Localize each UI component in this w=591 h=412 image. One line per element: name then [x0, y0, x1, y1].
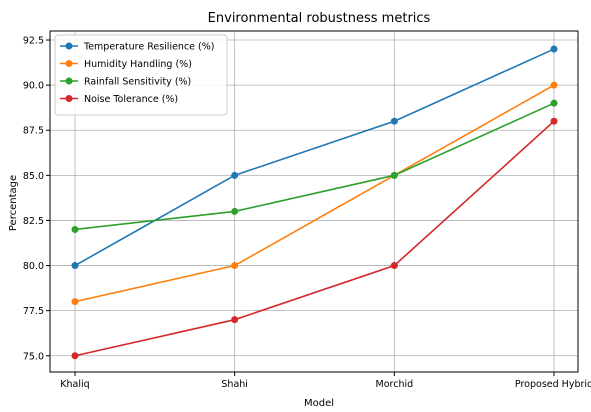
data-point — [390, 117, 398, 125]
legend-marker — [65, 42, 73, 50]
plot-frame — [49, 30, 579, 373]
x-tick-label: Morchid — [376, 379, 414, 390]
legend: Temperature Resilience (%) Humidity Handl… — [54, 34, 228, 116]
data-point — [231, 262, 239, 270]
y-tick-label: 85.0 — [23, 171, 44, 182]
x-tick-label: Khaliq — [60, 379, 89, 390]
y-tick-label: 87.5 — [23, 126, 44, 137]
y-axis-ticks: 75.0 77.5 80.0 82.5 85.0 87.5 90.0 92.5 — [23, 36, 50, 362]
legend-marker — [65, 77, 73, 85]
x-axis-ticks: Khaliq Shahi Morchid Proposed Hybrid — [60, 372, 591, 390]
series-4 — [71, 117, 558, 360]
y-axis-label: Percentage — [8, 175, 19, 231]
series-line — [74, 102, 555, 231]
legend-item: Temperature Resilience (%) — [60, 42, 214, 53]
y-tick-label: 80.0 — [23, 261, 44, 272]
x-axis-label: Model — [304, 398, 334, 409]
series-line — [74, 84, 555, 303]
data-point — [390, 262, 398, 270]
legend-label: Noise Tolerance (%) — [84, 94, 178, 105]
series-3 — [71, 99, 558, 233]
legend-label: Temperature Resilience (%) — [83, 42, 214, 53]
legend-item: Humidity Handling (%) — [60, 59, 192, 70]
x-tick-label: Shahi — [221, 379, 248, 390]
data-point — [390, 171, 398, 179]
series-line — [74, 120, 555, 357]
data-point — [71, 352, 79, 360]
data-point — [550, 45, 558, 53]
data-point — [550, 117, 558, 125]
y-tick-label: 90.0 — [23, 81, 44, 92]
chart-title: Environmental robustness metrics — [208, 11, 431, 26]
legend-label: Rainfall Sensitivity (%) — [84, 77, 191, 88]
y-tick-label: 82.5 — [23, 216, 44, 227]
y-tick-label: 77.5 — [23, 306, 44, 317]
legend-item: Noise Tolerance (%) — [60, 94, 178, 105]
data-point — [550, 99, 558, 107]
data-point — [71, 225, 79, 233]
data-point — [231, 316, 239, 324]
data-point — [231, 207, 239, 215]
y-tick-label: 75.0 — [23, 351, 44, 362]
legend-marker — [65, 60, 73, 67]
legend-item: Rainfall Sensitivity (%) — [60, 77, 191, 88]
data-point — [231, 171, 239, 179]
x-tick-label: Proposed Hybrid — [515, 379, 591, 390]
y-tick-label: 92.5 — [23, 36, 44, 47]
data-point — [71, 262, 79, 270]
series-lines — [71, 45, 558, 360]
data-point — [71, 298, 79, 306]
legend-marker — [65, 95, 73, 102]
legend-box — [54, 34, 228, 116]
legend-label: Humidity Handling (%) — [84, 59, 192, 70]
data-point — [550, 81, 558, 89]
